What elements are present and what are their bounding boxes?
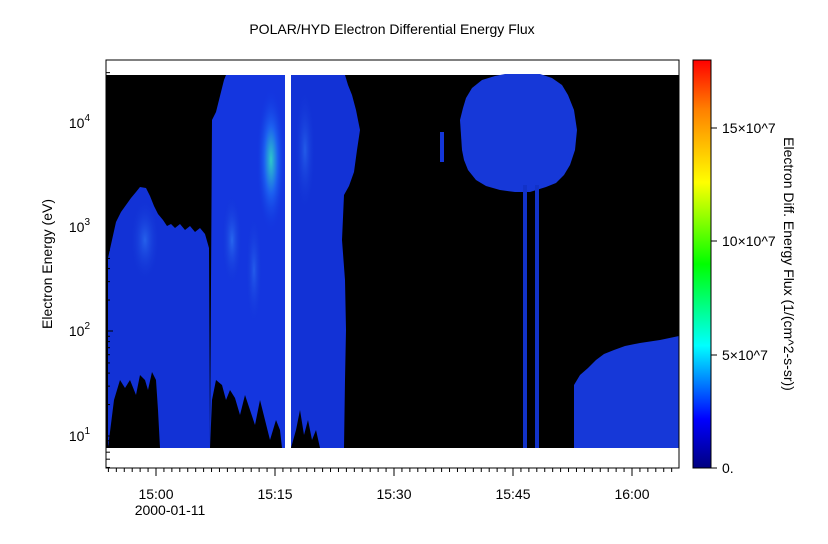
x-tick-label-1530: 15:30 <box>376 486 411 502</box>
colorbar-tick-label-15e7: 15×10^7 <box>722 120 776 136</box>
plot-area <box>106 60 679 468</box>
colorbar-tick-10e7: 10×10^7 <box>711 233 776 249</box>
spectrogram-region-1554-1606 <box>574 336 679 448</box>
spectrogram-glow-1508 <box>222 195 242 285</box>
y-tick-label-1e4-exp: 4 <box>84 113 90 124</box>
y-tick-1e2: 102 <box>69 321 113 339</box>
spectrogram-glow-1512 <box>246 215 262 325</box>
y-tick-label-1e4-base: 10 <box>69 115 85 131</box>
svg-text:101: 101 <box>69 426 91 444</box>
spectrogram-glow-pre-1506 <box>131 200 159 280</box>
svg-text:15×10^7: 15×10^7 <box>722 120 776 136</box>
y-tick-label-1e2-base: 10 <box>69 323 85 339</box>
data-gap <box>285 75 291 448</box>
y-tick-1e3: 103 <box>69 217 113 235</box>
svg-text:102: 102 <box>69 321 91 339</box>
y-tick-label-1e2-exp: 2 <box>84 321 90 332</box>
y-tick-1e1: 101 <box>69 426 113 444</box>
colorbar-label: Electron Diff. Energy Flux (1/(cm^2-s-sr… <box>781 137 797 391</box>
y-tick-label-1e3-exp: 3 <box>84 217 90 228</box>
colorbar-tick-0: 0. <box>711 460 734 476</box>
colorbar-tick-label-10e7: 10×10^7 <box>722 233 776 249</box>
colorbar-tick-label-0: 0. <box>722 460 734 476</box>
x-axis-date-label: 2000-01-11 <box>135 502 206 518</box>
spectrogram-streak-1 <box>440 132 444 162</box>
spectrogram-peak-1515 <box>256 85 286 235</box>
spectrogram-streak-2 <box>523 185 527 448</box>
x-tick-1545: 15:45 <box>495 468 531 502</box>
y-tick-label-1e3-base: 10 <box>69 219 85 235</box>
colorbar: 0. 5×10^7 10×10^7 15×10^7 Electron Diff.… <box>692 59 797 476</box>
y-tick-label-1e1-base: 10 <box>69 428 85 444</box>
x-tick-1530: 15:30 <box>376 468 412 502</box>
x-tick-1600: 16:00 <box>614 468 650 502</box>
x-axis: 15:00 15:15 15:30 15:45 16:00 <box>138 468 650 502</box>
svg-text:104: 104 <box>69 113 91 131</box>
colorbar-tick-label-5e7: 5×10^7 <box>722 347 768 363</box>
colorbar-tick-5e7: 5×10^7 <box>711 347 768 363</box>
spectrogram-streak-3 <box>535 185 539 448</box>
x-tick-label-1545: 15:45 <box>495 486 530 502</box>
x-tick-label-1515: 15:15 <box>257 486 292 502</box>
plot-frame <box>105 59 680 469</box>
x-tick-label-1500: 15:00 <box>138 486 173 502</box>
colorbar-tick-15e7: 15×10^7 <box>711 120 776 136</box>
chart-title: POLAR/HYD Electron Differential Energy F… <box>249 21 534 37</box>
x-axis-minor-ticks <box>107 468 673 472</box>
spectrogram-region-1541-1553 <box>460 74 577 192</box>
colorbar-scale <box>692 59 712 469</box>
x-tick-1500: 15:00 <box>138 468 174 502</box>
y-axis-minor-ticks <box>106 72 110 468</box>
y-axis-label: Electron Energy (eV) <box>39 199 55 329</box>
y-tick-1e4: 104 <box>69 113 113 131</box>
svg-text:5×10^7: 5×10^7 <box>722 347 768 363</box>
spectrogram-glow-1520 <box>295 90 315 210</box>
svg-text:103: 103 <box>69 217 91 235</box>
y-tick-label-1e1-exp: 1 <box>84 426 90 437</box>
x-tick-label-1600: 16:00 <box>614 486 649 502</box>
svg-text:10×10^7: 10×10^7 <box>722 233 776 249</box>
x-tick-1515: 15:15 <box>257 468 293 502</box>
y-axis: 101 102 103 104 <box>69 113 113 444</box>
